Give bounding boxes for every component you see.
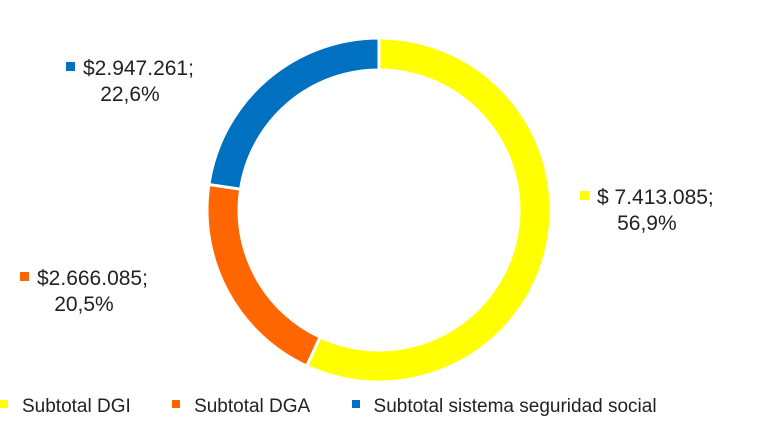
legend-swatch: [0, 399, 8, 408]
legend-swatch: [172, 399, 181, 408]
legend: Subtotal DGI Subtotal DGA Subtotal siste…: [0, 396, 657, 418]
donut-slice-2: [207, 36, 381, 191]
donut-slice-1: [205, 182, 323, 369]
data-label-dgi: $ 7.413.085; 56,9%: [580, 185, 714, 237]
legend-swatch: [351, 399, 360, 408]
dga-marker: [20, 271, 29, 281]
donut-slice-0: [304, 36, 553, 384]
legend-item-dga: Subtotal DGA: [172, 396, 310, 418]
dgi-marker: [580, 190, 589, 200]
legend-item-seguridad-social: Subtotal sistema seguridad social: [351, 396, 657, 418]
data-label-dga: $2.666.085; 20,5%: [20, 266, 148, 318]
data-label-seguridad-social: $2.947.261; 22,6%: [66, 56, 194, 108]
legend-item-dgi: Subtotal DGI: [0, 396, 131, 418]
seguridad-social-marker: [66, 61, 75, 71]
